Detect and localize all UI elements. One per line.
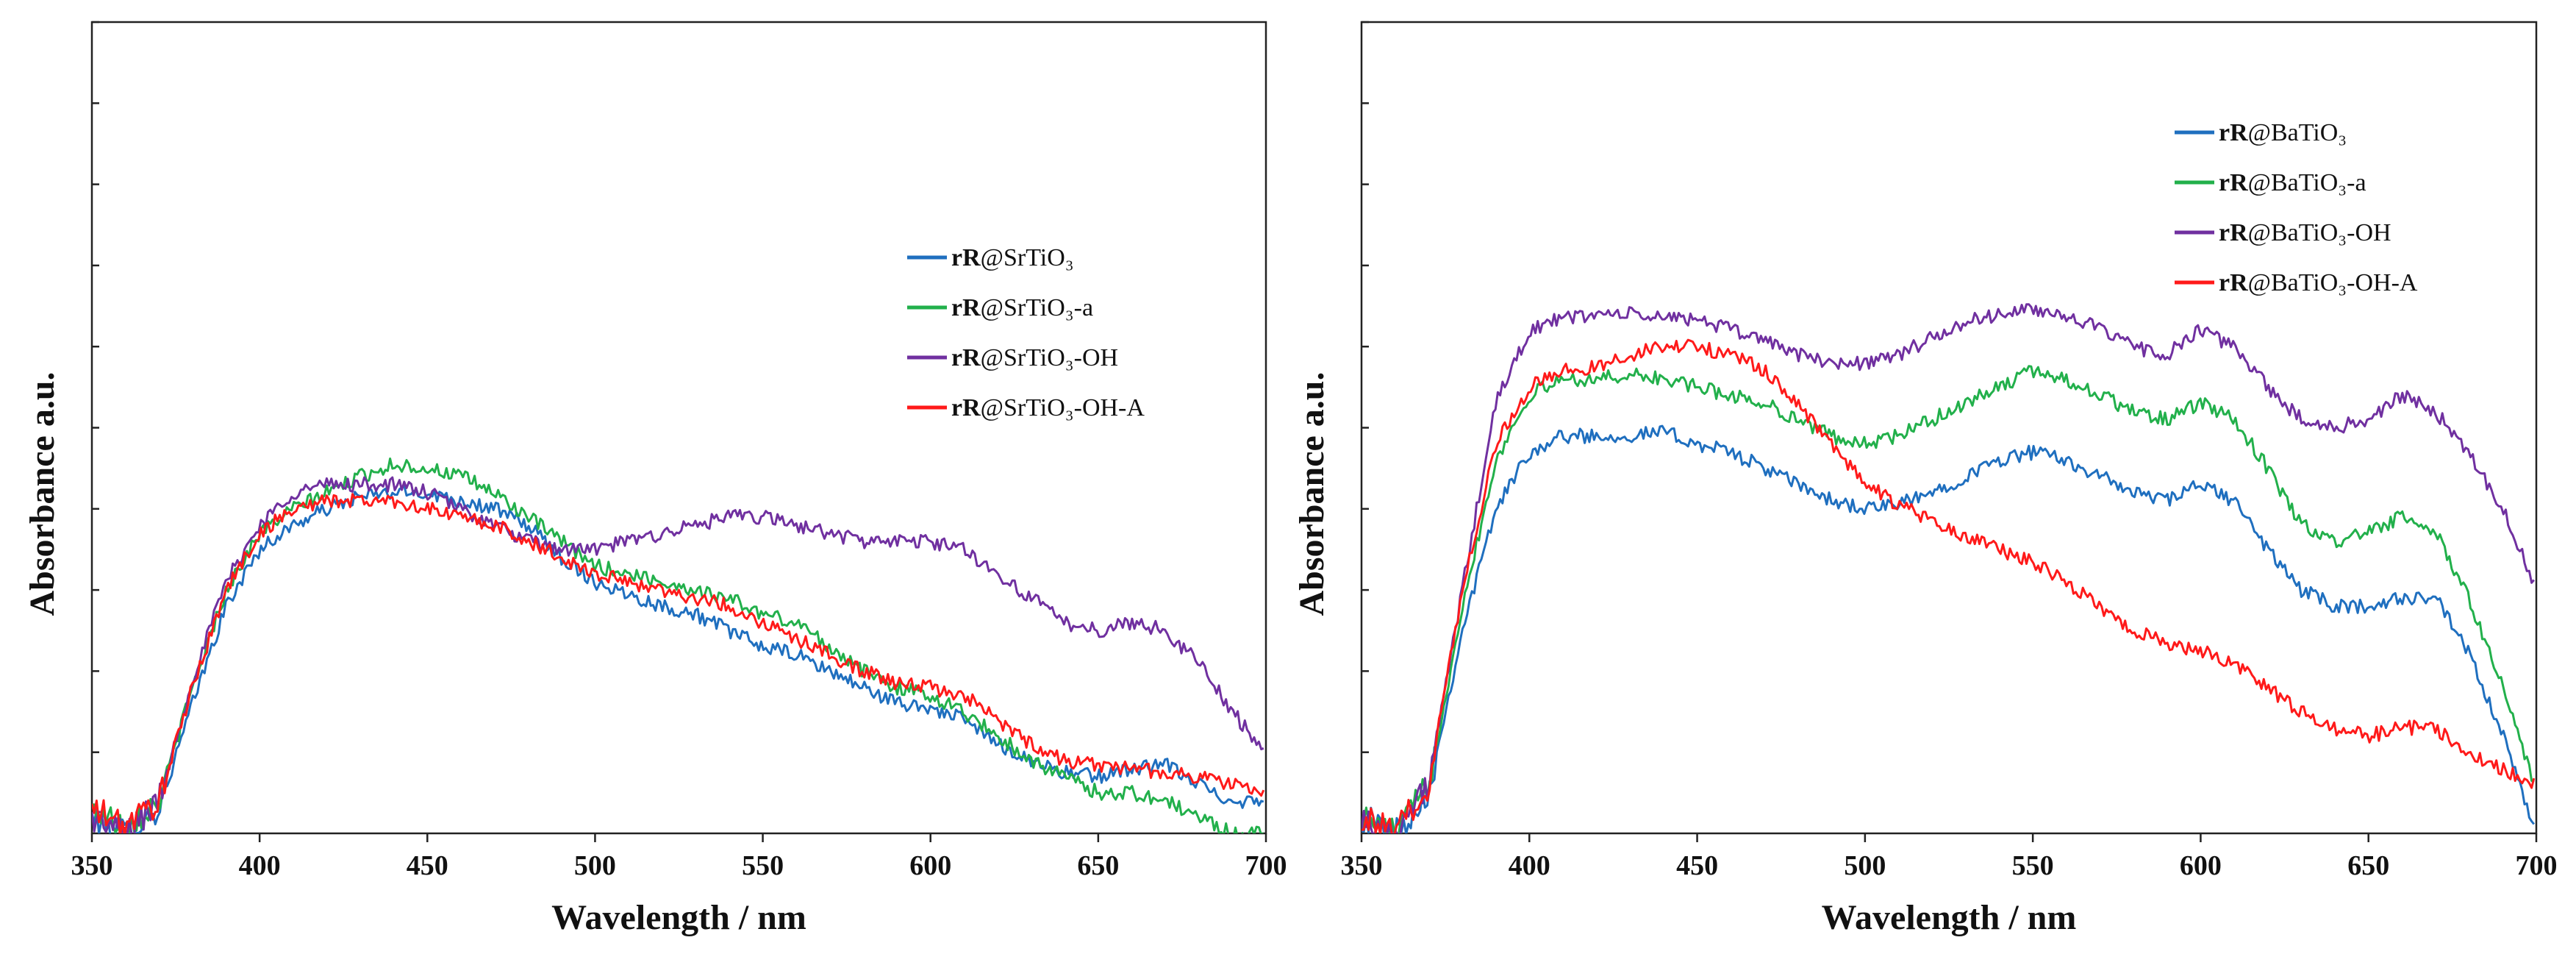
legend-label-rest: @BaTiO₃-OH-A <box>2248 269 2418 296</box>
legend-entry: rR@BaTiO₃-OH <box>2175 219 2391 246</box>
x-tick-label: 350 <box>1341 850 1383 881</box>
legend-label: rR@BaTiO₃-OH-A <box>2219 269 2418 296</box>
series-line <box>1362 338 2536 833</box>
legend-label-rest: @SrTiO₃ <box>981 244 1074 271</box>
legend-entry: rR@BaTiO₃-OH-A <box>2175 269 2418 296</box>
x-tick-label: 700 <box>2516 850 2558 881</box>
legend-label: rR@BaTiO₃ <box>2219 119 2347 146</box>
chart-panel-right: 350 400 450 500 550 600 650 700 Wavelength / nm A… <box>1292 21 2558 937</box>
legend-label-bold: rR <box>951 244 981 271</box>
x-tick-label: 450 <box>1676 850 1718 881</box>
x-tick-label: 500 <box>574 850 616 881</box>
legend-label-bold: rR <box>951 344 981 371</box>
x-tick-label: 350 <box>71 850 113 881</box>
legend-label: rR@BaTiO₃-a <box>2219 169 2366 196</box>
legend-label-rest: @SrTiO₃-OH <box>981 344 1118 371</box>
x-tick-label: 600 <box>909 850 951 881</box>
x-tick-label: 500 <box>1844 850 1886 881</box>
legend-label-bold: rR <box>2219 219 2248 246</box>
series-line <box>92 476 1264 833</box>
chart-panel-left: 350 400 450 500 550 600 650 700 Wavelength / nm A… <box>23 21 1287 937</box>
series-line <box>92 493 1265 833</box>
legend-label: rR@SrTiO₃-OH <box>951 344 1118 371</box>
legend-label: rR@SrTiO₃-OH-A <box>951 394 1145 421</box>
series-line <box>92 458 1264 833</box>
legend-label-rest: @SrTiO₃-OH-A <box>981 394 1145 421</box>
series-line <box>1362 365 2535 833</box>
x-tick-label: 650 <box>1077 850 1119 881</box>
legend-entry: rR@BaTiO₃-a <box>2175 169 2366 196</box>
x-tick-label: 700 <box>1245 850 1287 881</box>
legend-label-bold: rR <box>2219 119 2248 146</box>
legend-label-rest: @BaTiO₃-OH <box>2248 219 2391 246</box>
legend-entry: rR@SrTiO₃-OH <box>907 344 1118 371</box>
x-tick-label: 650 <box>2347 850 2389 881</box>
legend-entry: rR@SrTiO₃-OH-A <box>907 394 1145 421</box>
x-tick-label: 400 <box>239 850 281 881</box>
y-axis-title: Absorbance a.u. <box>1292 371 1331 616</box>
series-line <box>1362 424 2535 833</box>
legend-label-bold: rR <box>951 394 981 421</box>
series-line <box>1362 303 2535 833</box>
legend-entry: rR@SrTiO₃-a <box>907 294 1093 321</box>
legend-entry: rR@BaTiO₃ <box>2175 119 2347 146</box>
legend-label-bold: rR <box>951 294 981 321</box>
legend-label-bold: rR <box>2219 269 2248 296</box>
legend-label: rR@SrTiO₃ <box>951 244 1074 271</box>
legend-label-bold: rR <box>2219 169 2248 196</box>
legend-label: rR@SrTiO₃-a <box>951 294 1093 321</box>
legend-label-rest: @BaTiO₃-a <box>2248 169 2366 196</box>
x-axis-title: Wavelength / nm <box>1822 898 2077 937</box>
series-line <box>92 484 1264 833</box>
x-tick-label: 550 <box>742 850 784 881</box>
legend-entry: rR@SrTiO₃ <box>907 244 1074 271</box>
x-tick-label: 550 <box>2012 850 2054 881</box>
x-tick-label: 600 <box>2180 850 2222 881</box>
legend-label: rR@BaTiO₃-OH <box>2219 219 2391 246</box>
legend-label-rest: @SrTiO₃-a <box>981 294 1093 321</box>
legend-label-rest: @BaTiO₃ <box>2248 119 2347 146</box>
x-tick-label: 450 <box>407 850 448 881</box>
x-axis-title: Wavelength / nm <box>551 898 806 937</box>
x-tick-label: 400 <box>1509 850 1550 881</box>
y-axis-title: Absorbance a.u. <box>23 371 62 616</box>
